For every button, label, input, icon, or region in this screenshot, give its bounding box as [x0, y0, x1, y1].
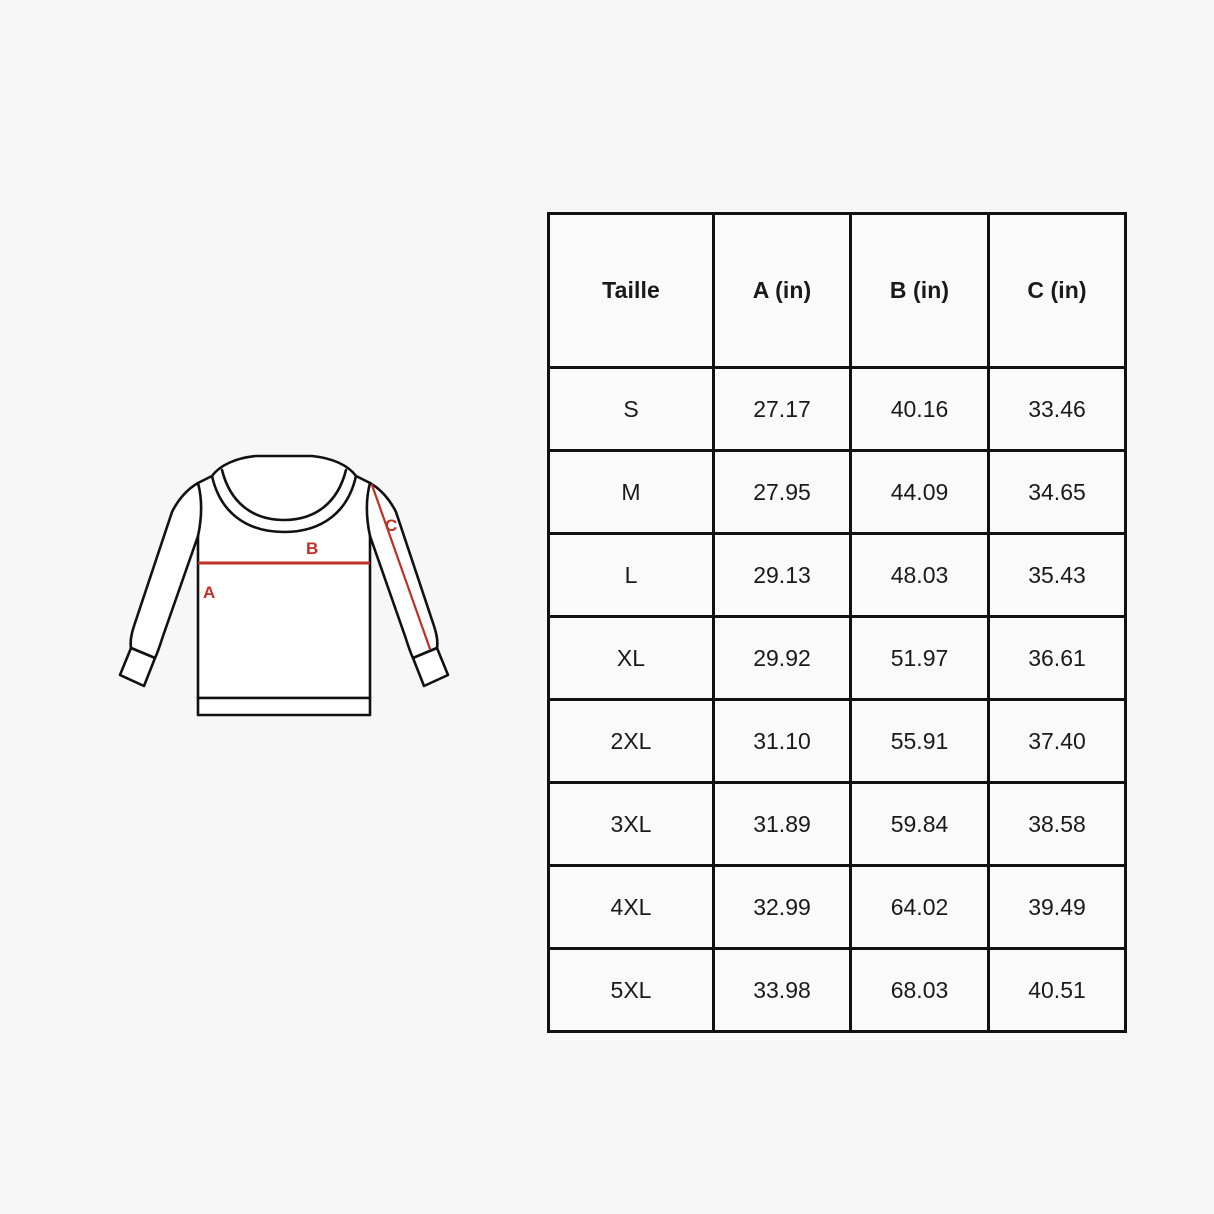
- table-row: 2XL 31.10 55.91 37.40: [547, 698, 1127, 784]
- cell-c: 39.49: [987, 864, 1127, 950]
- cell-c: 37.40: [987, 698, 1127, 784]
- left-cuff-rib-band: [118, 646, 157, 688]
- table-row: S 27.17 40.16 33.46: [547, 366, 1127, 452]
- cell-a: 29.92: [712, 615, 852, 701]
- table-row: 4XL 32.99 64.02 39.49: [547, 864, 1127, 950]
- measure-label-b: B: [306, 539, 319, 558]
- collar-inner-ring: [220, 468, 348, 522]
- cell-size: 3XL: [547, 781, 715, 867]
- cell-b: 51.97: [849, 615, 990, 701]
- cell-size: S: [547, 366, 715, 452]
- cell-b: 44.09: [849, 449, 990, 535]
- cell-b: 40.16: [849, 366, 990, 452]
- garment-outline-group: [118, 454, 450, 717]
- cell-a: 27.95: [712, 449, 852, 535]
- column-header-a: A (in): [712, 212, 852, 369]
- column-header-size: Taille: [547, 212, 715, 369]
- cell-c: 33.46: [987, 366, 1127, 452]
- cell-a: 29.13: [712, 532, 852, 618]
- cell-b: 55.91: [849, 698, 990, 784]
- table-row: 5XL 33.98 68.03 40.51: [547, 947, 1127, 1033]
- table-row: L 29.13 48.03 35.43: [547, 532, 1127, 618]
- size-table-container: Taille A (in) B (in) C (in) S 27.17 40.1…: [547, 212, 1127, 1033]
- cell-a: 32.99: [712, 864, 852, 950]
- table-row: 3XL 31.89 59.84 38.58: [547, 781, 1127, 867]
- left-armhole-seam: [196, 481, 203, 538]
- cell-size: 4XL: [547, 864, 715, 950]
- cell-size: XL: [547, 615, 715, 701]
- table-row: M 27.95 44.09 34.65: [547, 449, 1127, 535]
- right-cuff-rib-band: [411, 646, 450, 688]
- cell-a: 27.17: [712, 366, 852, 452]
- sweatshirt-body-and-sleeves-path: [129, 454, 439, 700]
- cell-a: 33.98: [712, 947, 852, 1033]
- measure-line-c: [370, 483, 432, 651]
- cell-a: 31.10: [712, 698, 852, 784]
- cell-c: 34.65: [987, 449, 1127, 535]
- column-header-c: C (in): [987, 212, 1127, 369]
- cell-b: 64.02: [849, 864, 990, 950]
- table-header: Taille A (in) B (in) C (in): [547, 212, 1127, 369]
- cell-a: 31.89: [712, 781, 852, 867]
- cell-size: L: [547, 532, 715, 618]
- hem-rib-band: [196, 696, 372, 717]
- cell-b: 59.84: [849, 781, 990, 867]
- table-row: XL 29.92 51.97 36.61: [547, 615, 1127, 701]
- measure-label-c: C: [385, 516, 398, 535]
- collar-outer-ring: [210, 474, 358, 534]
- cell-size: 2XL: [547, 698, 715, 784]
- garment-diagram: A B C: [60, 430, 480, 770]
- table-header-row: Taille A (in) B (in) C (in): [547, 212, 1127, 369]
- measure-label-a: A: [203, 583, 216, 602]
- size-chart-table: Taille A (in) B (in) C (in) S 27.17 40.1…: [547, 212, 1127, 1033]
- cell-c: 38.58: [987, 781, 1127, 867]
- cell-c: 40.51: [987, 947, 1127, 1033]
- cell-c: 36.61: [987, 615, 1127, 701]
- cell-b: 68.03: [849, 947, 990, 1033]
- cell-c: 35.43: [987, 532, 1127, 618]
- cell-b: 48.03: [849, 532, 990, 618]
- right-armhole-seam: [365, 481, 372, 538]
- sweatshirt-line-drawing: [118, 454, 450, 717]
- table-body: S 27.17 40.16 33.46 M 27.95 44.09 34.65 …: [547, 366, 1127, 1033]
- cell-size: 5XL: [547, 947, 715, 1033]
- column-header-b: B (in): [849, 212, 990, 369]
- cell-size: M: [547, 449, 715, 535]
